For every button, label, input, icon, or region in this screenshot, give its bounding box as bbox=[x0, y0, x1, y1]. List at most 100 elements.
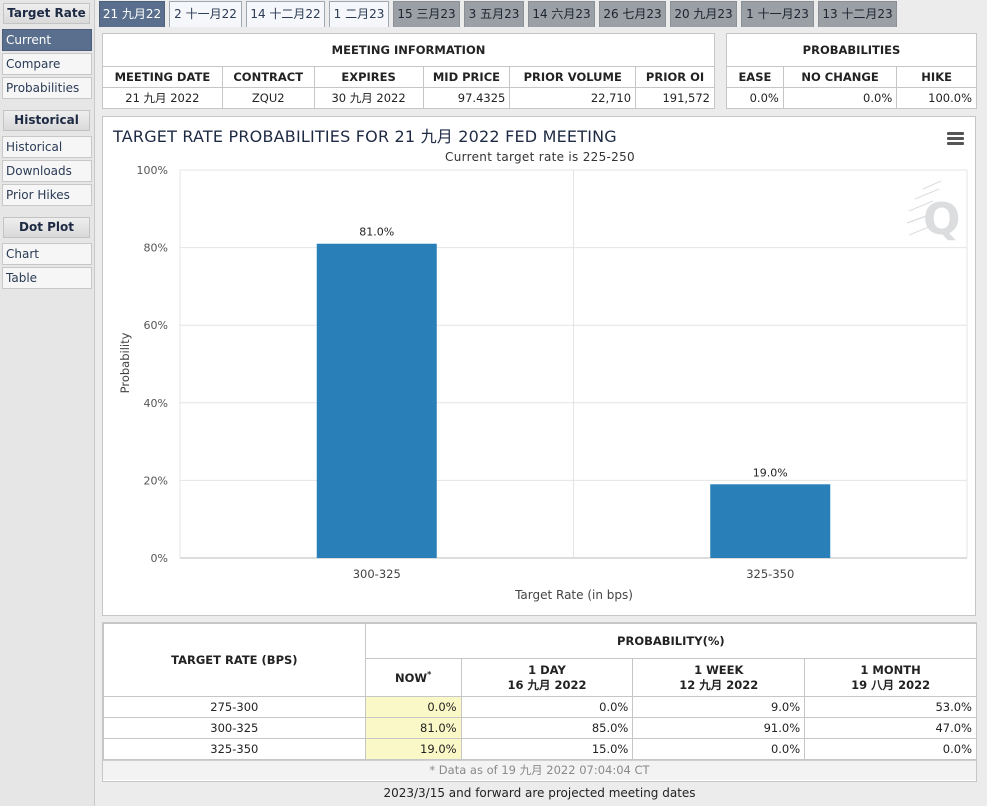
header-hike: HIKE bbox=[896, 66, 977, 88]
tab-meeting-2022-11-02[interactable]: 2 十一月22 bbox=[169, 1, 242, 27]
header-now: NOW* bbox=[364, 658, 462, 697]
data-label: 19.0% bbox=[753, 466, 788, 479]
tab-meeting-2023-05-03[interactable]: 3 五月23 bbox=[464, 1, 524, 27]
header-expires: EXPIRES bbox=[313, 66, 424, 88]
chart-subtitle: Current target rate is 225-250 bbox=[445, 150, 635, 164]
meeting-info-table: MEETING INFORMATION MEETING DATE CONTRAC… bbox=[102, 33, 715, 109]
tab-meeting-2022-12-14[interactable]: 14 十二月22 bbox=[246, 1, 325, 27]
week-cell: 0.0% bbox=[632, 738, 806, 760]
header-1-week: 1 WEEK 12 九月 2022 bbox=[632, 658, 806, 697]
table-row: 275-300 0.0% 0.0% 9.0% 53.0% bbox=[103, 696, 977, 718]
header-1-week-label: 1 WEEK bbox=[694, 662, 744, 677]
header-prior-volume: PRIOR VOLUME bbox=[509, 66, 637, 88]
header-probability: PROBABILITY(%) bbox=[364, 623, 978, 659]
month-cell: 47.0% bbox=[804, 717, 977, 739]
sidebar-header-dot-plot: Dot Plot bbox=[3, 217, 90, 238]
month-cell: 0.0% bbox=[804, 738, 977, 760]
y-tick-label: 20% bbox=[144, 474, 168, 487]
chart-panel: TARGET RATE PROBABILITIES FOR 21 九月 2022… bbox=[102, 116, 976, 616]
hamburger-menu-icon[interactable] bbox=[947, 132, 964, 146]
sidebar: Target Rate Current Compare Probabilitie… bbox=[0, 0, 95, 806]
sidebar-item-compare[interactable]: Compare bbox=[2, 53, 92, 75]
x-tick-label: 325-350 bbox=[746, 567, 794, 581]
chart-title: TARGET RATE PROBABILITIES FOR 21 九月 2022… bbox=[113, 127, 617, 146]
sidebar-item-probabilities[interactable]: Probabilities bbox=[2, 77, 92, 99]
sidebar-item-downloads[interactable]: Downloads bbox=[2, 160, 92, 182]
q-logo-icon: Q bbox=[906, 180, 960, 245]
header-1-day: 1 DAY 16 九月 2022 bbox=[460, 658, 634, 697]
expires-value: 30 九月 2022 bbox=[313, 87, 424, 109]
week-cell: 9.0% bbox=[632, 696, 806, 718]
header-1-day-label: 1 DAY bbox=[528, 662, 566, 677]
tab-meeting-2023-03-15[interactable]: 15 三月23 bbox=[393, 1, 460, 27]
tab-meeting-2023-09-20[interactable]: 20 九月23 bbox=[670, 1, 737, 27]
mid-price-value: 97.4325 bbox=[422, 87, 511, 109]
sidebar-item-chart[interactable]: Chart bbox=[2, 243, 92, 265]
sidebar-header-historical: Historical bbox=[3, 110, 90, 131]
header-now-label: NOW bbox=[394, 670, 428, 685]
header-1-month-date: 19 八月 2022 bbox=[851, 677, 931, 692]
prior-oi-value: 191,572 bbox=[635, 87, 715, 109]
month-cell: 53.0% bbox=[804, 696, 977, 718]
y-tick-label: 60% bbox=[144, 319, 168, 332]
header-1-month-label: 1 MONTH bbox=[860, 662, 921, 677]
header-ease: EASE bbox=[726, 66, 784, 88]
tab-meeting-2023-06-14[interactable]: 14 六月23 bbox=[528, 1, 595, 27]
now-cell: 19.0% bbox=[364, 738, 462, 760]
rate-cell: 300-325 bbox=[103, 717, 366, 739]
tab-meeting-2023-12-13[interactable]: 13 十二月23 bbox=[818, 1, 897, 27]
header-now-mark: * bbox=[427, 670, 432, 680]
y-tick-label: 40% bbox=[144, 397, 168, 410]
tab-meeting-2022-09-21[interactable]: 21 九月22 bbox=[99, 1, 165, 27]
header-no-change: NO CHANGE bbox=[782, 66, 898, 88]
header-1-month: 1 MONTH 19 八月 2022 bbox=[804, 658, 977, 697]
header-1-day-date: 16 九月 2022 bbox=[507, 677, 587, 692]
hike-value: 100.0% bbox=[896, 87, 977, 109]
meeting-date-value: 21 九月 2022 bbox=[102, 87, 223, 109]
y-tick-label: 100% bbox=[137, 164, 168, 177]
svg-text:Q: Q bbox=[923, 194, 960, 245]
bar-chart: Q 0% 20% 40% 60% 80% 100% 81.0% 300-325 19.0% 325… bbox=[118, 164, 968, 602]
prior-volume-value: 22,710 bbox=[509, 87, 637, 109]
header-target-rate-bps: TARGET RATE (BPS) bbox=[103, 623, 366, 697]
y-axis-label: Probability bbox=[118, 332, 132, 393]
x-tick-label: 300-325 bbox=[353, 567, 401, 581]
tab-meeting-2023-02-01[interactable]: 1 二月23 bbox=[329, 1, 389, 27]
sidebar-item-table[interactable]: Table bbox=[2, 267, 92, 289]
header-mid-price: MID PRICE bbox=[422, 66, 511, 88]
contract-value: ZQU2 bbox=[221, 87, 315, 109]
ease-value: 0.0% bbox=[726, 87, 784, 109]
table-row: 325-350 19.0% 15.0% 0.0% 0.0% bbox=[103, 738, 977, 760]
now-cell: 0.0% bbox=[364, 696, 462, 718]
header-contract: CONTRACT bbox=[221, 66, 315, 88]
tab-meeting-2023-07-26[interactable]: 26 七月23 bbox=[599, 1, 666, 27]
x-axis-label: Target Rate (in bps) bbox=[514, 588, 633, 602]
projected-dates-note: 2023/3/15 and forward are projected meet… bbox=[383, 786, 696, 800]
header-prior-oi: PRIOR OI bbox=[635, 66, 715, 88]
probability-history-table: TARGET RATE (BPS) PROBABILITY(%) NOW* 1 … bbox=[103, 623, 978, 760]
sidebar-item-historical[interactable]: Historical bbox=[2, 136, 92, 158]
tab-meeting-2023-11-01[interactable]: 1 十一月23 bbox=[741, 1, 814, 27]
probabilities-table: PROBABILITIES EASE NO CHANGE HIKE 0.0% 0… bbox=[726, 33, 977, 109]
rate-cell: 275-300 bbox=[103, 696, 366, 718]
rate-cell: 325-350 bbox=[103, 738, 366, 760]
probability-history-panel: TARGET RATE (BPS) PROBABILITY(%) NOW* 1 … bbox=[102, 622, 978, 782]
day-cell: 15.0% bbox=[460, 738, 634, 760]
header-meeting-date: MEETING DATE bbox=[102, 66, 223, 88]
probabilities-title: PROBABILITIES bbox=[726, 33, 977, 67]
data-label: 81.0% bbox=[359, 226, 394, 239]
y-tick-label: 80% bbox=[144, 242, 168, 255]
data-timestamp-footnote: * Data as of 19 九月 2022 07:04:04 CT bbox=[103, 760, 976, 780]
sidebar-header-target-rate: Target Rate bbox=[3, 3, 90, 24]
bar-300-325[interactable] bbox=[316, 243, 437, 558]
sidebar-item-current[interactable]: Current bbox=[2, 29, 92, 51]
table-row: 300-325 81.0% 85.0% 91.0% 47.0% bbox=[103, 717, 977, 739]
sidebar-item-prior-hikes[interactable]: Prior Hikes bbox=[2, 184, 92, 206]
meeting-info-title: MEETING INFORMATION bbox=[102, 33, 715, 67]
now-cell: 81.0% bbox=[364, 717, 462, 739]
bar-325-350[interactable] bbox=[710, 484, 831, 558]
week-cell: 91.0% bbox=[632, 717, 806, 739]
y-tick-label: 0% bbox=[151, 552, 168, 565]
no-change-value: 0.0% bbox=[782, 87, 898, 109]
header-1-week-date: 12 九月 2022 bbox=[679, 677, 759, 692]
